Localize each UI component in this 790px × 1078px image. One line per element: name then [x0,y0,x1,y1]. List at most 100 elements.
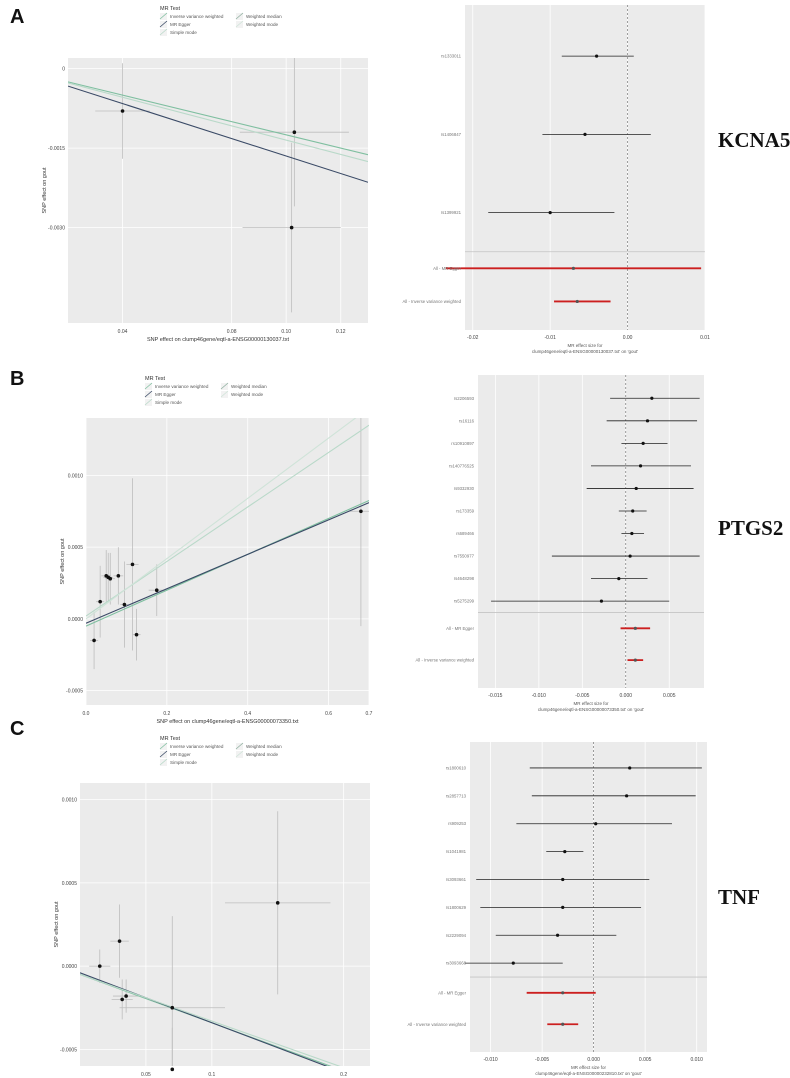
scatter-x-tick-label: 0.1 [208,1072,215,1078]
forest-point [634,486,638,491]
scatter-panel-background [86,418,369,705]
scatter-y-tick-label: 0 [62,67,65,73]
forest-x-tick-label: -0.010 [532,693,546,699]
forest-point [599,599,604,603]
scatter-point [154,588,159,592]
scatter-x-axis-label: SNP effect on clump46gene/eqtl-a-ENSG000… [147,337,289,343]
forest-summary-point [561,1022,565,1026]
gene-label-kcna5: KCNA5 [718,128,790,152]
forest-x-tick-label: -0.005 [535,1057,549,1063]
scatter-point [108,576,113,581]
forest-point [563,849,567,854]
legend-entry: Weighted median [246,14,282,19]
forest-point [594,822,598,826]
forest-x-tick-label: 0.000 [587,1057,600,1063]
gene-label-tnf: TNF [718,885,760,909]
scatter-point [289,225,294,230]
scatter-regression-line [68,81,368,156]
scatter-y-axis-label: SNP effect on gout [42,167,48,213]
panel-letter-c: C [10,718,25,740]
scatter-y-axis-label: SNP effect on gout [60,538,66,584]
scatter-x-axis-label: SNP effect on clump46gene/eqtl-a-ENSG000… [157,719,299,725]
legend-entry: MR Egger [170,22,191,27]
scatter-regression-line [86,502,369,624]
forest-row-label: rs9332930 [454,486,475,491]
scatter-x-tick-label: 0.0 [83,711,90,717]
scatter-point [170,1005,175,1010]
scatter-y-axis-label: SNP effect on gout [54,901,60,947]
scatter-point [292,130,297,134]
legend-key-line [159,28,168,36]
forest-row-label: All - MR Egger [433,266,462,271]
scatter-regression-line [68,82,368,163]
forest-point [583,132,587,136]
legend-entry: Inverse variance weighted [170,744,224,749]
legend-entry: MR Egger [170,752,191,757]
forest-point [628,554,632,558]
forest-point [561,877,565,882]
legend-entry: Simple mode [170,760,197,765]
forest-panel-background [470,742,707,1052]
legend-key-line [144,382,153,390]
forest-x-tick-label: -0.010 [484,1057,498,1063]
scatter-point [120,997,124,1002]
legend-key-line [144,390,153,398]
scatter-point [134,632,139,637]
forest-point [645,419,650,423]
scatter-x-tick-label: 0.4 [244,711,251,717]
forest-x-axis-label: clump46gene/eqtl-a-ENSG00000130037.txt' … [532,349,638,354]
scatter-y-tick-label: -0.0005 [66,689,83,695]
forest-row-label: rs10910897 [451,441,474,446]
forest-point [650,396,654,400]
forest-row-label: rs909253 [448,821,467,826]
scatter-x-tick-label: 0.08 [227,329,237,335]
legend-key-line [159,742,168,750]
forest-summary-point [575,299,579,304]
scatter-x-tick-label: 0.6 [325,711,332,717]
legend-entry: MR Egger [155,392,176,397]
forest-row-label: rs5275299 [454,599,475,604]
forest-summary-point [633,658,637,662]
forest-row-label: rs1399921 [441,210,462,215]
forest-summary-point [571,266,575,270]
scatter-regression-line [68,85,368,183]
forest-x-tick-label: 0.000 [620,693,633,699]
forest-point [625,794,629,798]
forest-x-axis-label: MR effect size for [571,1065,606,1070]
scatter-y-tick-label: 0.0005 [62,881,78,887]
scatter-point [130,562,135,567]
legend-title: MR Test [160,736,181,742]
legend-key-line [235,12,244,20]
forest-x-tick-label: 0.00 [623,335,633,341]
forest-row-label: rs16116 [459,418,475,423]
forest-row-label: rs2229094 [446,933,467,938]
forest-x-tick-label: -0.015 [488,693,502,699]
scatter-y-tick-label: 0.0010 [62,798,78,804]
forest-point [555,933,560,937]
legend-entry: Weighted median [246,744,282,749]
scatter-regression-line [80,973,341,1066]
forest-point [511,961,515,965]
forest-x-axis-label: MR effect size for [568,343,603,348]
scatter-point [275,901,280,905]
scatter-panel-background [80,783,370,1066]
forest-row-label: rs2857713 [446,793,467,798]
forest-row-label: All - Inverse variance weighted [415,658,474,663]
legend-entry: Simple mode [155,400,182,405]
legend-key-line [235,20,244,28]
forest-point [631,509,635,513]
legend-key-line [144,398,153,406]
forest-row-label: All - Inverse variance weighted [402,299,461,304]
forest-panel-background [465,5,705,330]
forest-x-axis-label: MR effect size for [574,701,609,706]
legend-key-line [235,750,244,758]
forest-x-tick-label: -0.02 [467,335,479,341]
forest-x-tick-label: -0.01 [544,335,556,341]
scatter-point [120,109,125,113]
forest-summary-point [633,626,637,630]
legend-key-line [220,382,229,390]
scatter-point [97,964,102,968]
forest-x-tick-label: -0.005 [575,693,589,699]
forest-point [628,766,632,770]
